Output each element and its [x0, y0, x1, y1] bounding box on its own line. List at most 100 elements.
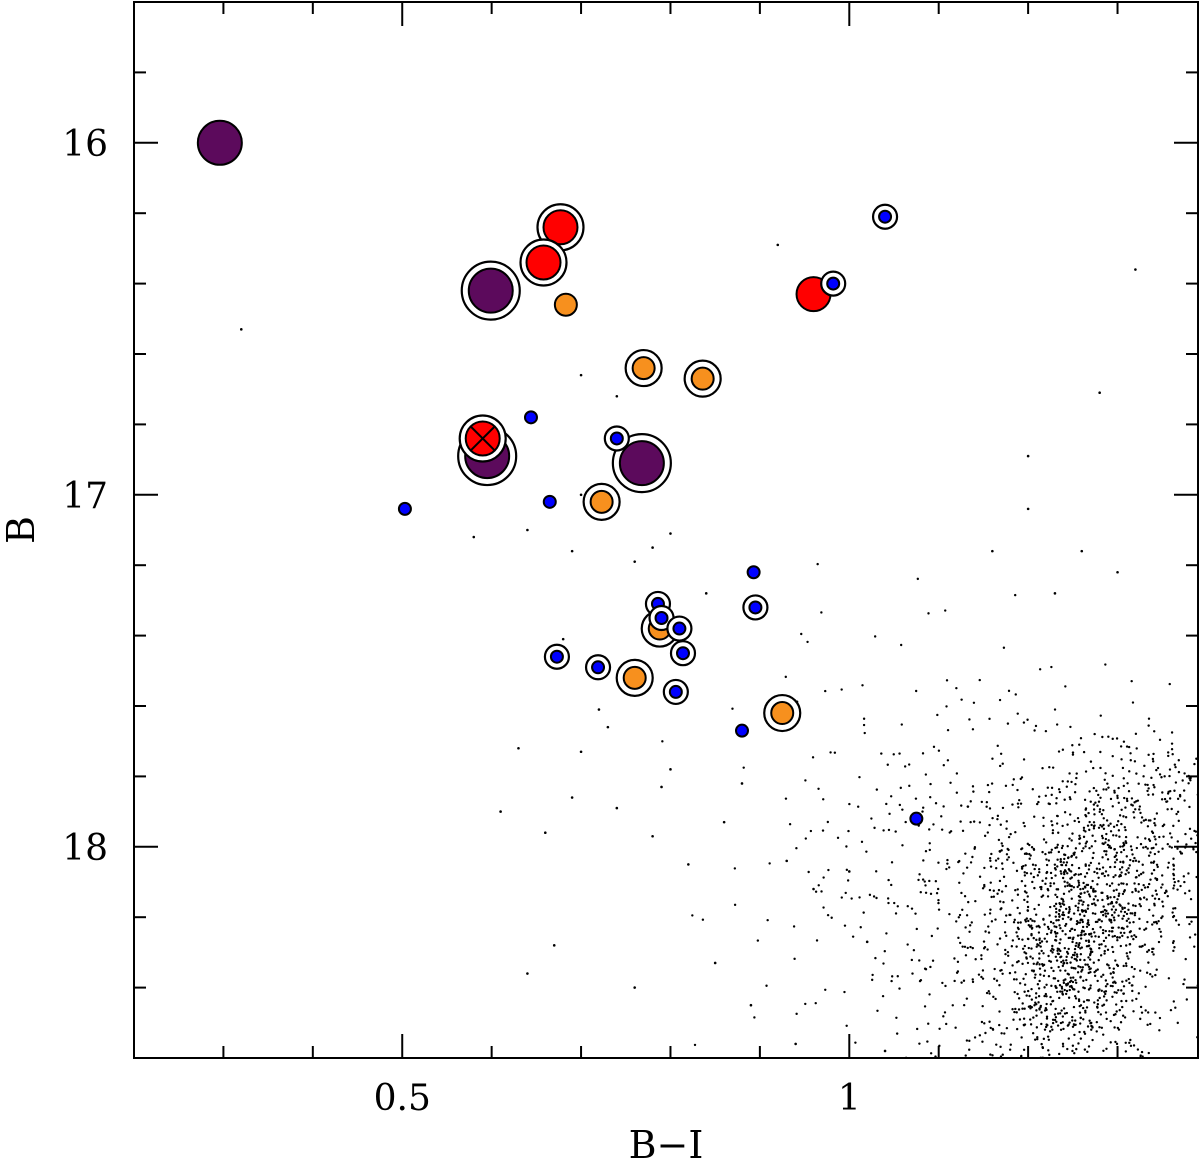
field-star: [1040, 885, 1043, 889]
field-star: [1124, 873, 1127, 876]
field-star: [1048, 1053, 1051, 1057]
field-star: [912, 949, 916, 952]
field-star: [1038, 795, 1041, 798]
field-star: [1079, 892, 1083, 895]
field-star: [1095, 1078, 1097, 1080]
field-star: [1113, 861, 1117, 864]
field-star: [1018, 798, 1021, 802]
field-star: [1115, 963, 1119, 966]
field-star: [1085, 978, 1088, 982]
field-star: [1107, 903, 1110, 906]
field-star: [1114, 874, 1117, 877]
field-star: [1153, 904, 1156, 907]
field-star: [937, 908, 941, 911]
field-star: [1091, 834, 1094, 837]
field-star: [1031, 1032, 1035, 1035]
field-star: [961, 945, 964, 948]
field-star: [971, 855, 974, 859]
field-star: [1142, 819, 1146, 822]
field-star: [1122, 927, 1125, 930]
field-star: [1075, 772, 1078, 775]
field-star: [888, 812, 891, 816]
field-star: [1085, 925, 1089, 928]
field-star: [1041, 879, 1044, 883]
field-star: [966, 946, 969, 950]
field-star: [1105, 1047, 1108, 1050]
field-star: [1000, 842, 1003, 845]
field-star: [1042, 1037, 1046, 1041]
field-star: [1029, 955, 1032, 958]
blue-star-marker: [542, 494, 557, 509]
field-star: [817, 884, 820, 887]
field-star: [1111, 995, 1114, 999]
field-star: [960, 981, 963, 984]
field-star: [1181, 779, 1184, 782]
field-star: [1152, 921, 1156, 924]
field-star: [969, 945, 972, 949]
field-star: [1011, 939, 1015, 942]
field-star: [1063, 988, 1066, 992]
field-star: [983, 945, 987, 949]
field-star: [1079, 872, 1083, 876]
field-star: [1170, 731, 1174, 734]
field-star: [1023, 898, 1026, 902]
field-star: [1069, 725, 1072, 729]
field-star: [1037, 994, 1041, 998]
field-star: [651, 546, 654, 549]
field-star: [981, 887, 985, 890]
blue-star-marker: [523, 410, 538, 425]
field-star: [1146, 1023, 1149, 1027]
field-star: [871, 1072, 873, 1074]
purple-star-marker: [467, 267, 514, 314]
field-star: [1044, 794, 1048, 797]
field-star: [1160, 776, 1163, 779]
field-star: [1049, 995, 1052, 999]
field-star: [1163, 797, 1167, 801]
field-star: [1073, 1033, 1076, 1037]
field-star: [988, 823, 991, 827]
field-star: [1115, 858, 1119, 861]
field-star: [1005, 914, 1008, 917]
field-star: [669, 532, 672, 535]
field-star: [1154, 824, 1157, 827]
field-star: [1101, 931, 1105, 935]
field-star: [1059, 858, 1062, 861]
field-star: [1112, 1013, 1116, 1017]
field-star: [1140, 1011, 1144, 1014]
field-star: [1023, 990, 1026, 993]
field-star: [1091, 856, 1094, 860]
field-star: [1116, 898, 1119, 901]
field-star: [1029, 854, 1032, 857]
field-star: [980, 954, 983, 957]
field-star: [1049, 1094, 1051, 1096]
field-star: [1139, 872, 1143, 876]
field-star: [1097, 935, 1101, 939]
field-star: [1087, 999, 1091, 1002]
field-star: [1140, 945, 1143, 948]
field-star: [1081, 920, 1084, 924]
field-star: [955, 791, 959, 794]
field-star: [1104, 870, 1108, 873]
field-star: [1073, 995, 1077, 998]
field-star: [974, 899, 977, 903]
field-star: [1101, 842, 1104, 845]
blue-star-marker: [878, 209, 893, 224]
field-star: [1089, 760, 1093, 763]
field-star: [969, 861, 973, 864]
field-star: [1154, 889, 1158, 892]
field-star: [1001, 762, 1004, 765]
field-star: [860, 840, 864, 844]
field-star: [1126, 782, 1129, 785]
field-star: [840, 896, 843, 899]
field-star: [1137, 882, 1140, 886]
field-star: [1147, 724, 1150, 727]
field-star: [1078, 1011, 1082, 1014]
field-star: [1043, 937, 1046, 940]
field-star: [1111, 737, 1114, 741]
field-star: [1068, 813, 1072, 816]
field-star: [1080, 931, 1083, 934]
field-star: [983, 834, 987, 838]
field-star: [926, 1040, 929, 1043]
field-star: [704, 592, 708, 595]
field-star: [1049, 851, 1053, 854]
